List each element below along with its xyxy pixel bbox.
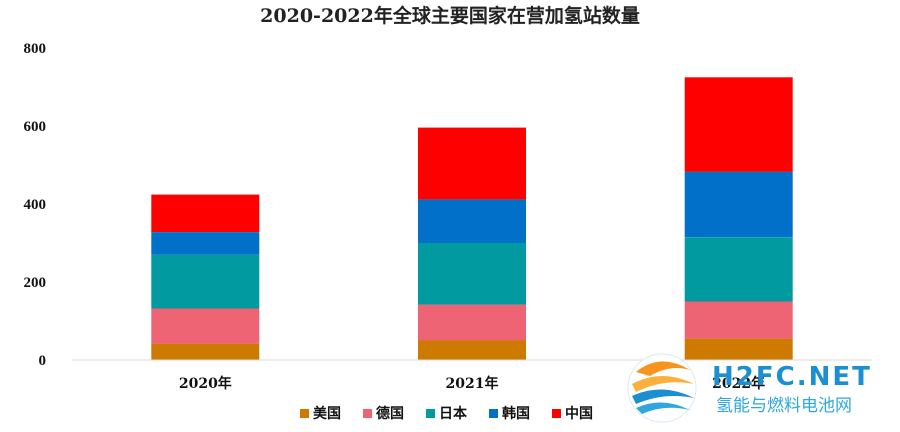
- y-tick-label: 0: [39, 353, 47, 369]
- y-axis: 0 200 400 600 800: [24, 41, 47, 369]
- bar-segment: [684, 338, 793, 360]
- bar-segment: [151, 254, 260, 309]
- legend: 美国 德国 日本 韩国 中国: [300, 405, 593, 422]
- h2fc-wave-logo-icon: [627, 353, 697, 423]
- bar-segment: [151, 308, 260, 344]
- watermark-title: H2FC.NET: [712, 362, 872, 392]
- legend-label: 韩国: [502, 405, 530, 422]
- chart-title: 2020-2022年全球主要国家在营加氢站数量: [260, 4, 640, 27]
- y-tick-label: 600: [24, 119, 47, 135]
- watermark-subtitle: 氢能与燃料电池网: [716, 396, 852, 416]
- legend-swatch: [489, 409, 498, 418]
- bar-segment: [151, 343, 260, 360]
- bar-segment: [418, 340, 526, 360]
- x-tick-label: 2022年: [712, 375, 765, 392]
- legend-label: 美国: [313, 405, 341, 422]
- legend-label: 德国: [376, 405, 404, 422]
- legend-swatch: [300, 409, 309, 418]
- y-tick-label: 800: [24, 41, 47, 57]
- bar-segment: [151, 194, 260, 232]
- legend-label: 中国: [565, 405, 593, 422]
- bars: [151, 77, 793, 360]
- y-tick-label: 400: [24, 197, 47, 213]
- x-tick-label: 2020年: [179, 375, 232, 392]
- legend-swatch: [363, 409, 372, 418]
- watermark: H2FC.NET 氢能与燃料电池网: [627, 353, 872, 423]
- bar-segment: [684, 301, 793, 339]
- legend-label: 日本: [439, 405, 468, 422]
- bar-segment: [684, 77, 793, 172]
- bar-segment: [684, 237, 793, 302]
- bar-segment: [418, 304, 526, 341]
- bar-segment: [418, 243, 526, 305]
- x-axis: 2020年 2021年 2022年: [72, 359, 872, 392]
- bar-segment: [151, 232, 260, 255]
- y-tick-label: 200: [24, 275, 47, 291]
- bar-segment: [684, 171, 793, 238]
- bar-segment: [418, 127, 526, 200]
- legend-swatch: [552, 409, 561, 418]
- bar-segment: [418, 199, 526, 243]
- x-tick-label: 2021年: [446, 375, 499, 392]
- legend-swatch: [426, 409, 435, 418]
